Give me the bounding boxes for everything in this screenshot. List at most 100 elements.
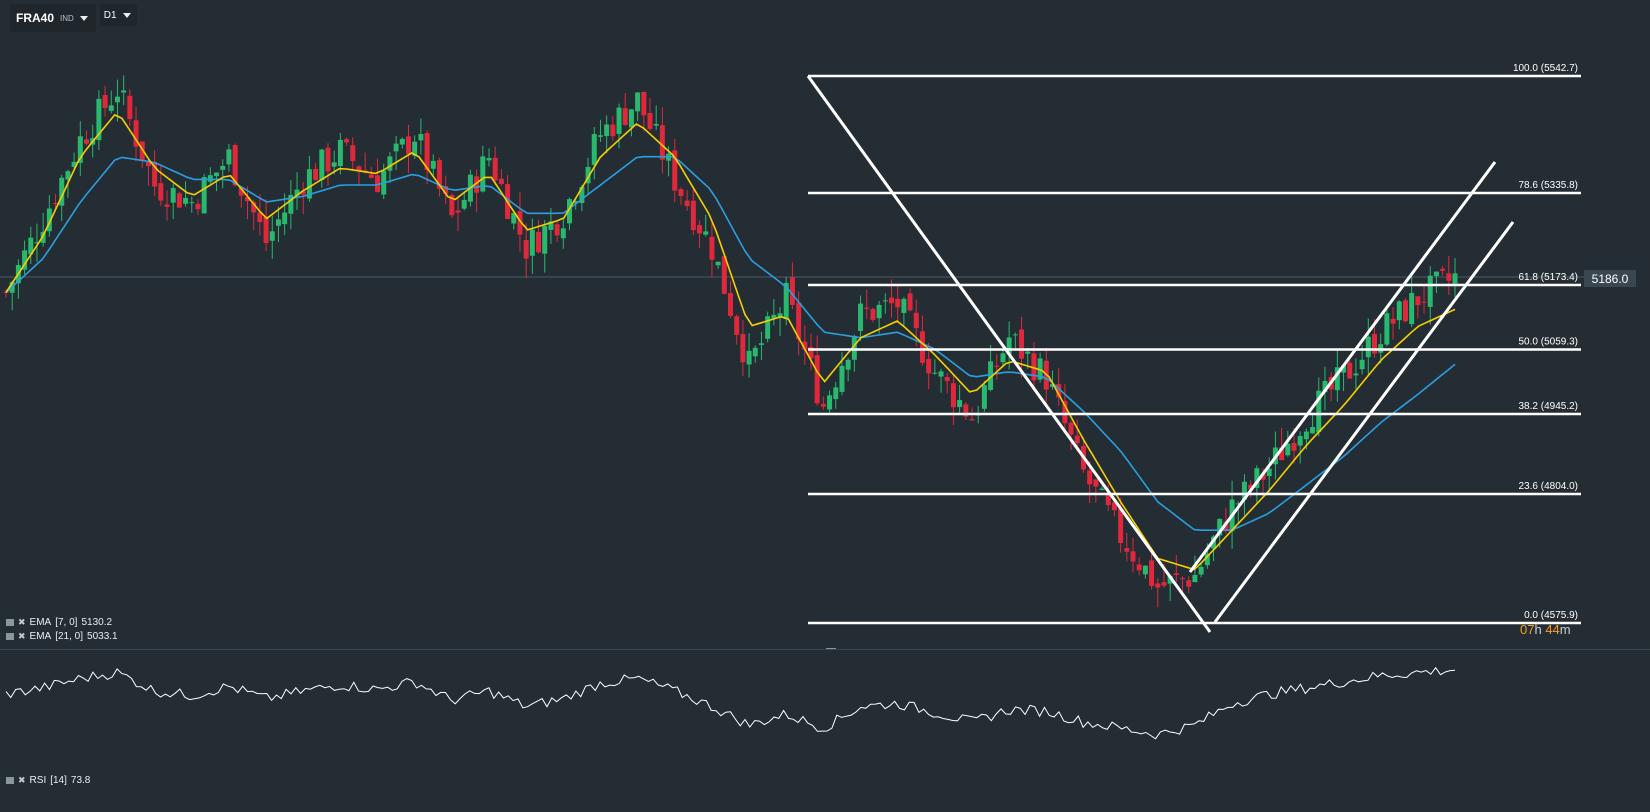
candle-body <box>765 316 771 339</box>
fibonacci-retracement[interactable]: 100.0 (5542.7) 78.6 (5335.8) 61.8 (5173.4)… <box>808 63 1581 625</box>
candle-body <box>678 189 684 196</box>
timeframe-label: D1 <box>103 9 117 21</box>
candle-body <box>1142 565 1148 575</box>
candle-body <box>461 199 467 209</box>
candle-body <box>1421 301 1427 303</box>
candle-body <box>238 187 244 196</box>
candle-body <box>659 125 665 160</box>
candle-body <box>480 156 486 192</box>
candle-body <box>1068 422 1074 435</box>
candle-body <box>1180 578 1186 580</box>
candle-body <box>1000 353 1006 363</box>
candle-body <box>988 361 994 390</box>
candle-body <box>145 161 151 167</box>
last-price-tag: 5186.0 <box>1584 270 1636 287</box>
candle-body <box>22 250 28 270</box>
settings-icon[interactable] <box>6 777 14 784</box>
close-icon[interactable]: ✖ <box>18 775 26 785</box>
candle-body <box>1279 447 1285 461</box>
candle-body <box>610 124 616 137</box>
settings-icon[interactable] <box>6 619 14 626</box>
candle-body <box>257 212 263 222</box>
candle-body <box>963 404 969 417</box>
candle-body <box>1433 271 1439 277</box>
price-chart[interactable]: 100.0 (5542.7) 78.6 (5335.8) 61.8 (5173.4)… <box>0 0 1650 650</box>
settings-icon[interactable] <box>6 633 14 640</box>
candle-body <box>913 312 919 329</box>
candle-body <box>889 297 894 304</box>
candle-body <box>152 161 158 187</box>
candle-body <box>1347 362 1353 379</box>
candle-body <box>350 145 356 162</box>
candle-body <box>833 387 839 400</box>
candle-body <box>1266 468 1272 477</box>
candle-body <box>957 400 963 408</box>
candle-body <box>585 166 591 184</box>
candle-body <box>536 231 542 253</box>
candle-body <box>486 158 492 161</box>
ema-slow-legend[interactable]: ✖ EMA [21, 0] 5033.1 <box>6 631 118 642</box>
fib-level-label: 0.0 (4575.9) <box>1524 610 1578 621</box>
candle-body <box>721 256 727 294</box>
rsi-pane[interactable] <box>0 650 1650 810</box>
candle-body <box>412 141 418 156</box>
rsi-line <box>5 666 1456 740</box>
candle-body <box>709 236 715 260</box>
candle-body <box>1167 575 1173 584</box>
rsi-params: [14] <box>50 775 67 786</box>
candle-body <box>393 143 399 152</box>
close-icon[interactable]: ✖ <box>18 617 26 627</box>
caret-down-icon <box>122 12 131 18</box>
symbol-selector[interactable]: FRA40 IND <box>10 4 96 32</box>
candle-body <box>802 341 808 350</box>
countdown-minutes-unit: m <box>1559 622 1571 637</box>
candle-body <box>436 160 442 189</box>
candle-body <box>474 176 480 193</box>
candle-body <box>876 304 882 319</box>
channel-lower-line[interactable] <box>1213 221 1515 623</box>
candle-body <box>288 194 294 214</box>
candle-body <box>1173 573 1179 575</box>
candle-body <box>492 157 498 181</box>
candle-body <box>1198 566 1204 575</box>
candle-body <box>220 165 226 170</box>
candle-body <box>777 313 783 318</box>
close-icon[interactable]: ✖ <box>18 631 26 641</box>
candle-body <box>628 109 634 128</box>
candle-body <box>300 191 306 195</box>
channel-upper-line[interactable] <box>1188 161 1497 573</box>
countdown-hours: 07 <box>1520 622 1535 637</box>
ema-layer <box>5 113 1456 571</box>
candle-body <box>1372 333 1377 354</box>
candle-body <box>375 175 381 193</box>
candle-body <box>1353 373 1359 376</box>
candle-body <box>127 95 133 120</box>
pane-divider[interactable] <box>0 649 1650 650</box>
candle-body <box>319 149 325 180</box>
candle-body <box>901 298 907 313</box>
candle-body <box>337 139 343 167</box>
trendlines-layer[interactable] <box>806 75 1515 633</box>
ema-slow-params: [21, 0] <box>55 631 84 642</box>
candle-body <box>622 108 628 125</box>
candle-body <box>808 347 814 359</box>
candle-body <box>164 204 170 207</box>
rsi-legend[interactable]: ✖ RSI [14] 73.8 <box>6 775 90 786</box>
candle-body <box>449 195 455 216</box>
candle-body <box>845 359 851 370</box>
downtrend-line[interactable] <box>806 75 1212 633</box>
candle-body <box>1099 488 1105 491</box>
candle-body <box>176 193 182 208</box>
candle-body <box>170 188 176 203</box>
candle-body <box>1093 479 1099 487</box>
candle-body <box>387 156 393 171</box>
timeframe-selector[interactable]: D1 <box>99 4 137 26</box>
candle-body <box>251 202 257 213</box>
candle-body <box>331 162 337 167</box>
candle-body <box>1241 481 1247 500</box>
countdown-minutes: 44 <box>1545 622 1560 637</box>
fib-level-label: 50.0 (5059.3) <box>1519 337 1579 348</box>
candle-body <box>1396 301 1402 321</box>
ema-fast-legend[interactable]: ✖ EMA [7, 0] 5130.2 <box>6 617 112 628</box>
candle-body <box>771 314 777 319</box>
